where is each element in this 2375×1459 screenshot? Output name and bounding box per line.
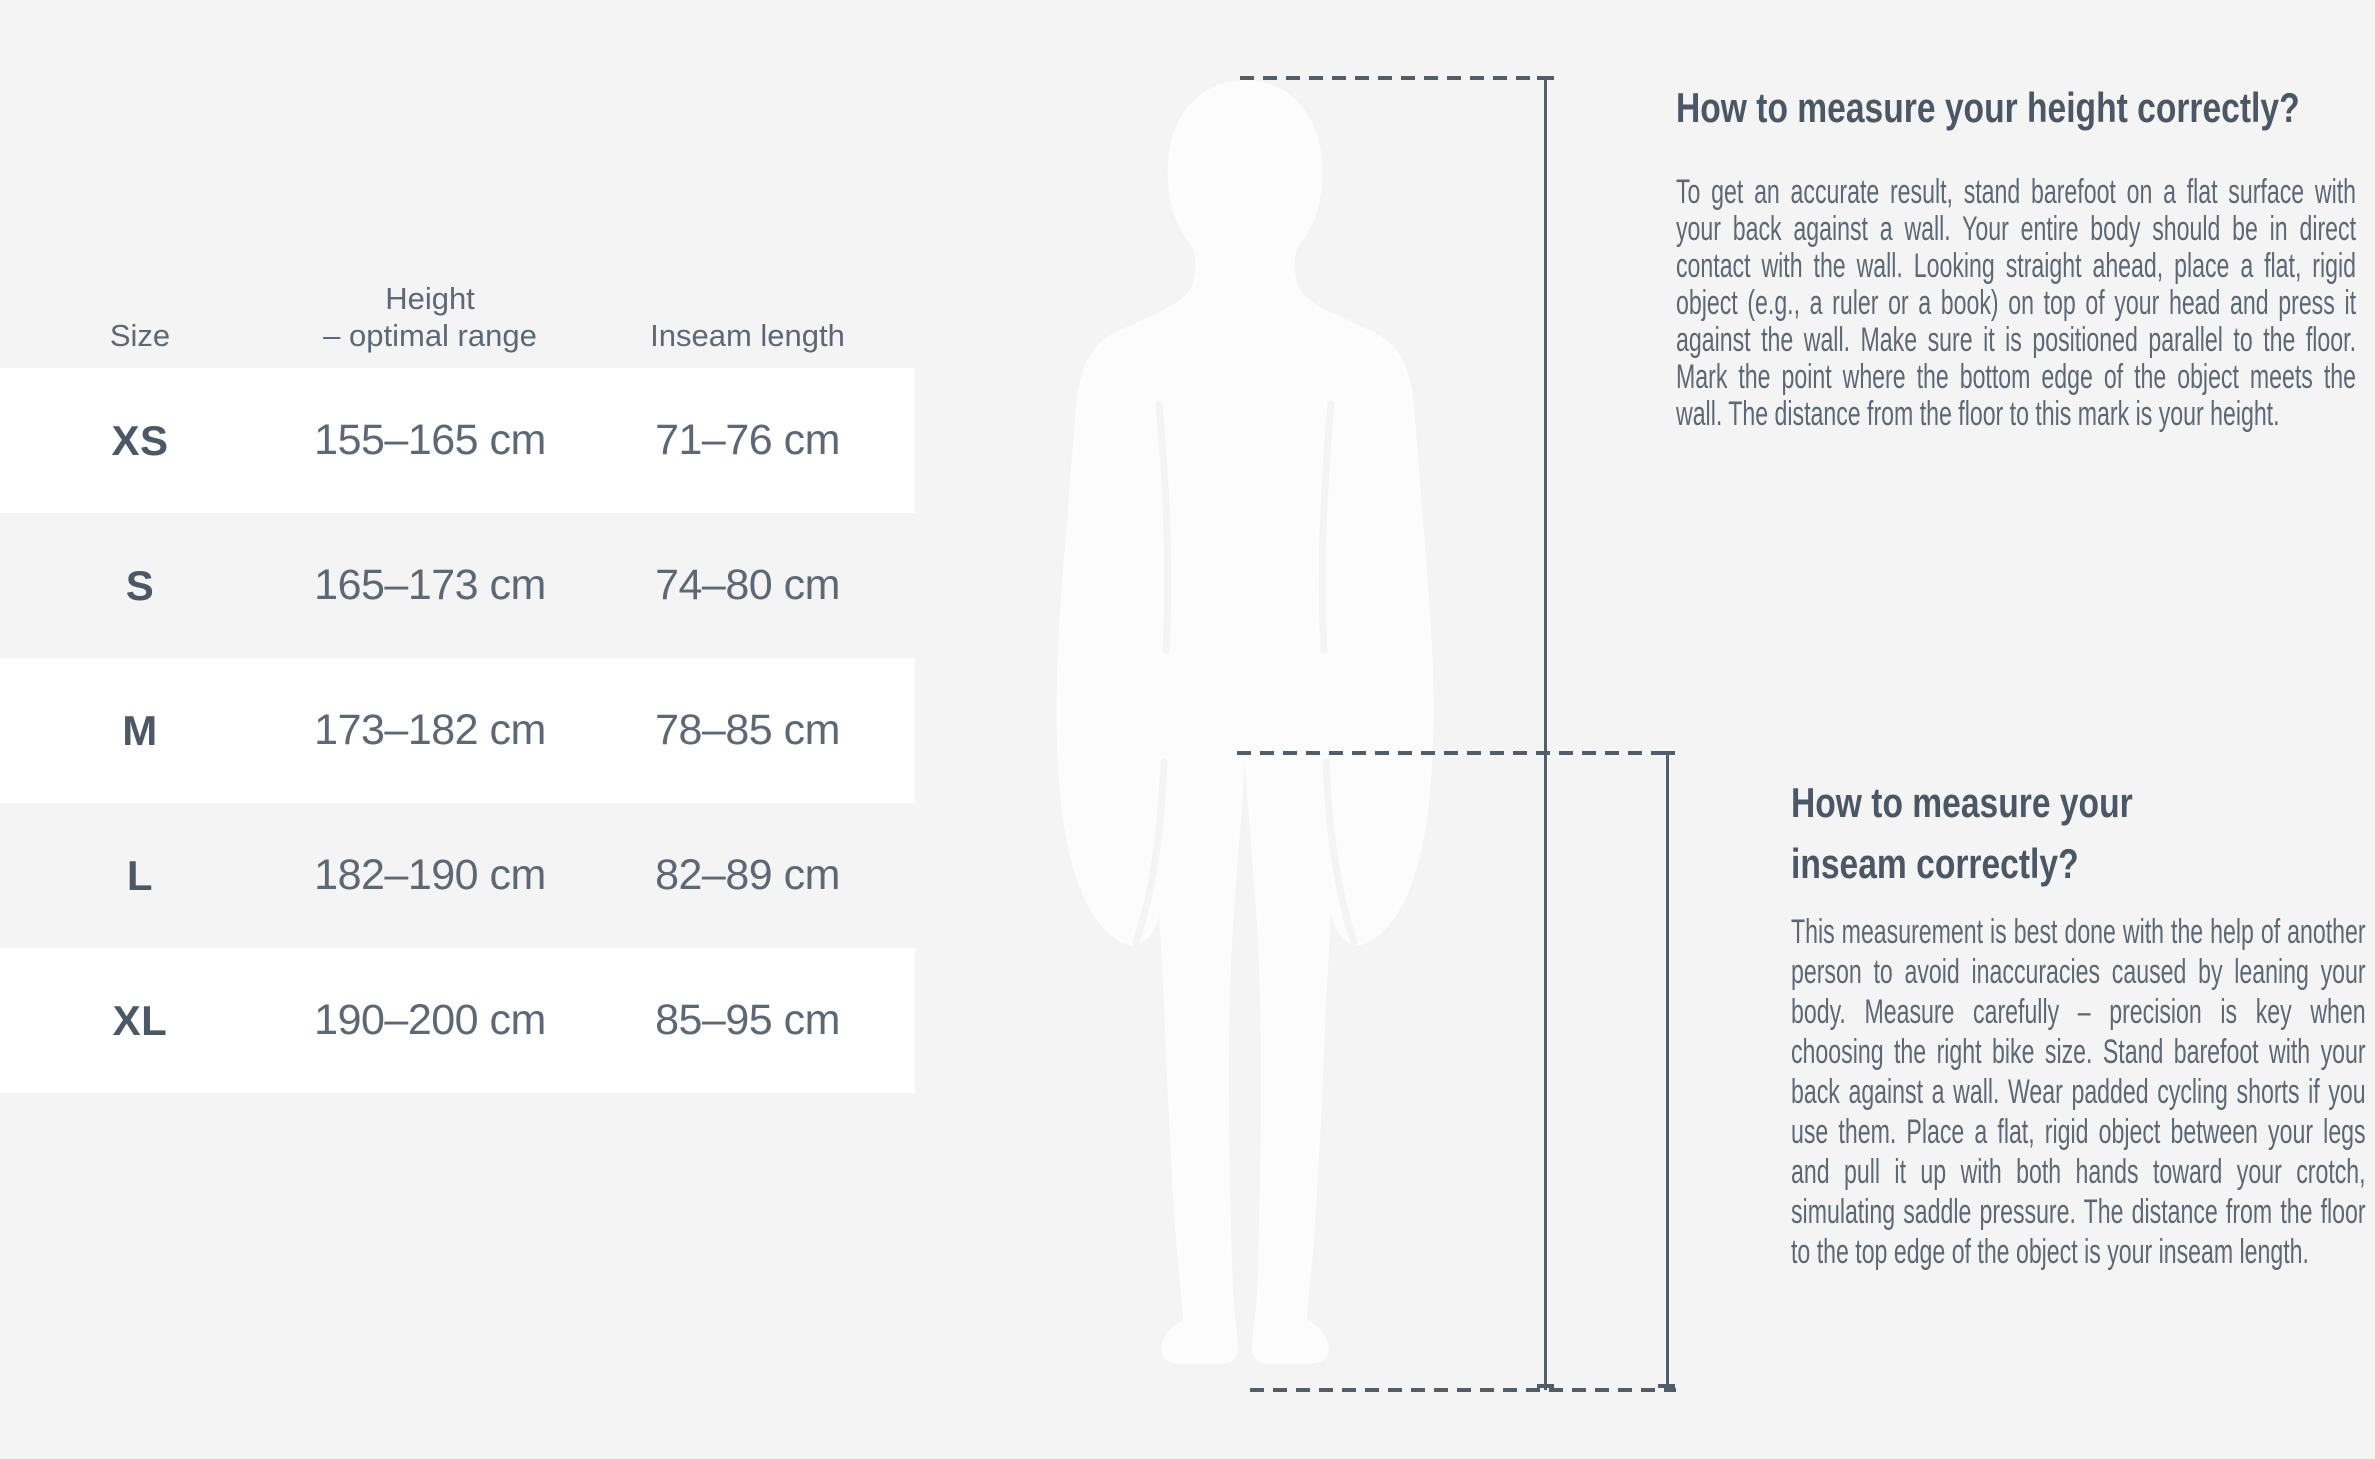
table-row-l: L 182–190 cm 82–89 cm xyxy=(0,803,915,948)
table-row-xl: XL 190–200 cm 85–95 cm xyxy=(0,948,915,1093)
size-label: S xyxy=(125,561,155,609)
table-row-s: S 165–173 cm 74–80 cm xyxy=(0,513,915,658)
hand-gap-left xyxy=(1132,758,1168,946)
height-range-value: 173–182 cm xyxy=(314,706,546,754)
inseam-measure-line xyxy=(1666,753,1669,1390)
size-table-header-row: Size Height – optimal range Inseam lengt… xyxy=(0,240,915,368)
silhouette-body xyxy=(1056,80,1434,1364)
inseam-range-value: 78–85 cm xyxy=(655,706,840,754)
hand-gap-right xyxy=(1322,758,1358,946)
inseam-section-title: How to measure your inseam correctly? xyxy=(1791,779,2133,887)
size-label: XS xyxy=(111,416,169,464)
head-level-dashed-line xyxy=(1240,76,1552,80)
height-range-value: 190–200 cm xyxy=(314,996,546,1044)
height-range-value: 182–190 cm xyxy=(314,851,546,899)
column-header-size: Size xyxy=(109,318,171,353)
column-header-height: Height – optimal range xyxy=(323,281,537,353)
human-silhouette xyxy=(1056,80,1434,1364)
size-label: L xyxy=(126,851,154,899)
size-label: XL xyxy=(112,996,168,1044)
height-range-value: 155–165 cm xyxy=(314,416,546,464)
inseam-section-body: This measurement is best done with the h… xyxy=(1791,913,2366,1271)
size-label: M xyxy=(122,706,158,754)
table-row-m: M 173–182 cm 78–85 cm xyxy=(0,658,915,803)
inseam-range-value: 74–80 cm xyxy=(655,561,840,609)
height-line-top-cap xyxy=(1537,76,1554,80)
inseam-range-value: 85–95 cm xyxy=(655,996,840,1044)
inseam-line-bottom-cap xyxy=(1658,1384,1675,1388)
armpit-gap-left xyxy=(1155,400,1172,654)
crotch-level-dashed-line xyxy=(1237,751,1658,755)
height-section-title: How to measure your height correctly? xyxy=(1676,84,2300,131)
inseam-range-value: 71–76 cm xyxy=(655,416,840,464)
column-header-inseam: Inseam length xyxy=(650,318,845,353)
inseam-range-value: 82–89 cm xyxy=(655,851,840,899)
size-table: Size Height – optimal range Inseam lengt… xyxy=(0,240,915,1093)
height-range-value: 165–173 cm xyxy=(314,561,546,609)
floor-level-dashed-line xyxy=(1250,1388,1676,1392)
height-line-bottom-cap xyxy=(1537,1384,1554,1388)
table-row-xs: XS 155–165 cm 71–76 cm xyxy=(0,368,915,513)
armpit-gap-right xyxy=(1318,400,1335,654)
height-section-body: To get an accurate result, stand barefoo… xyxy=(1676,173,2356,433)
inseam-line-top-cap xyxy=(1658,751,1675,755)
height-measure-line xyxy=(1544,78,1547,1390)
